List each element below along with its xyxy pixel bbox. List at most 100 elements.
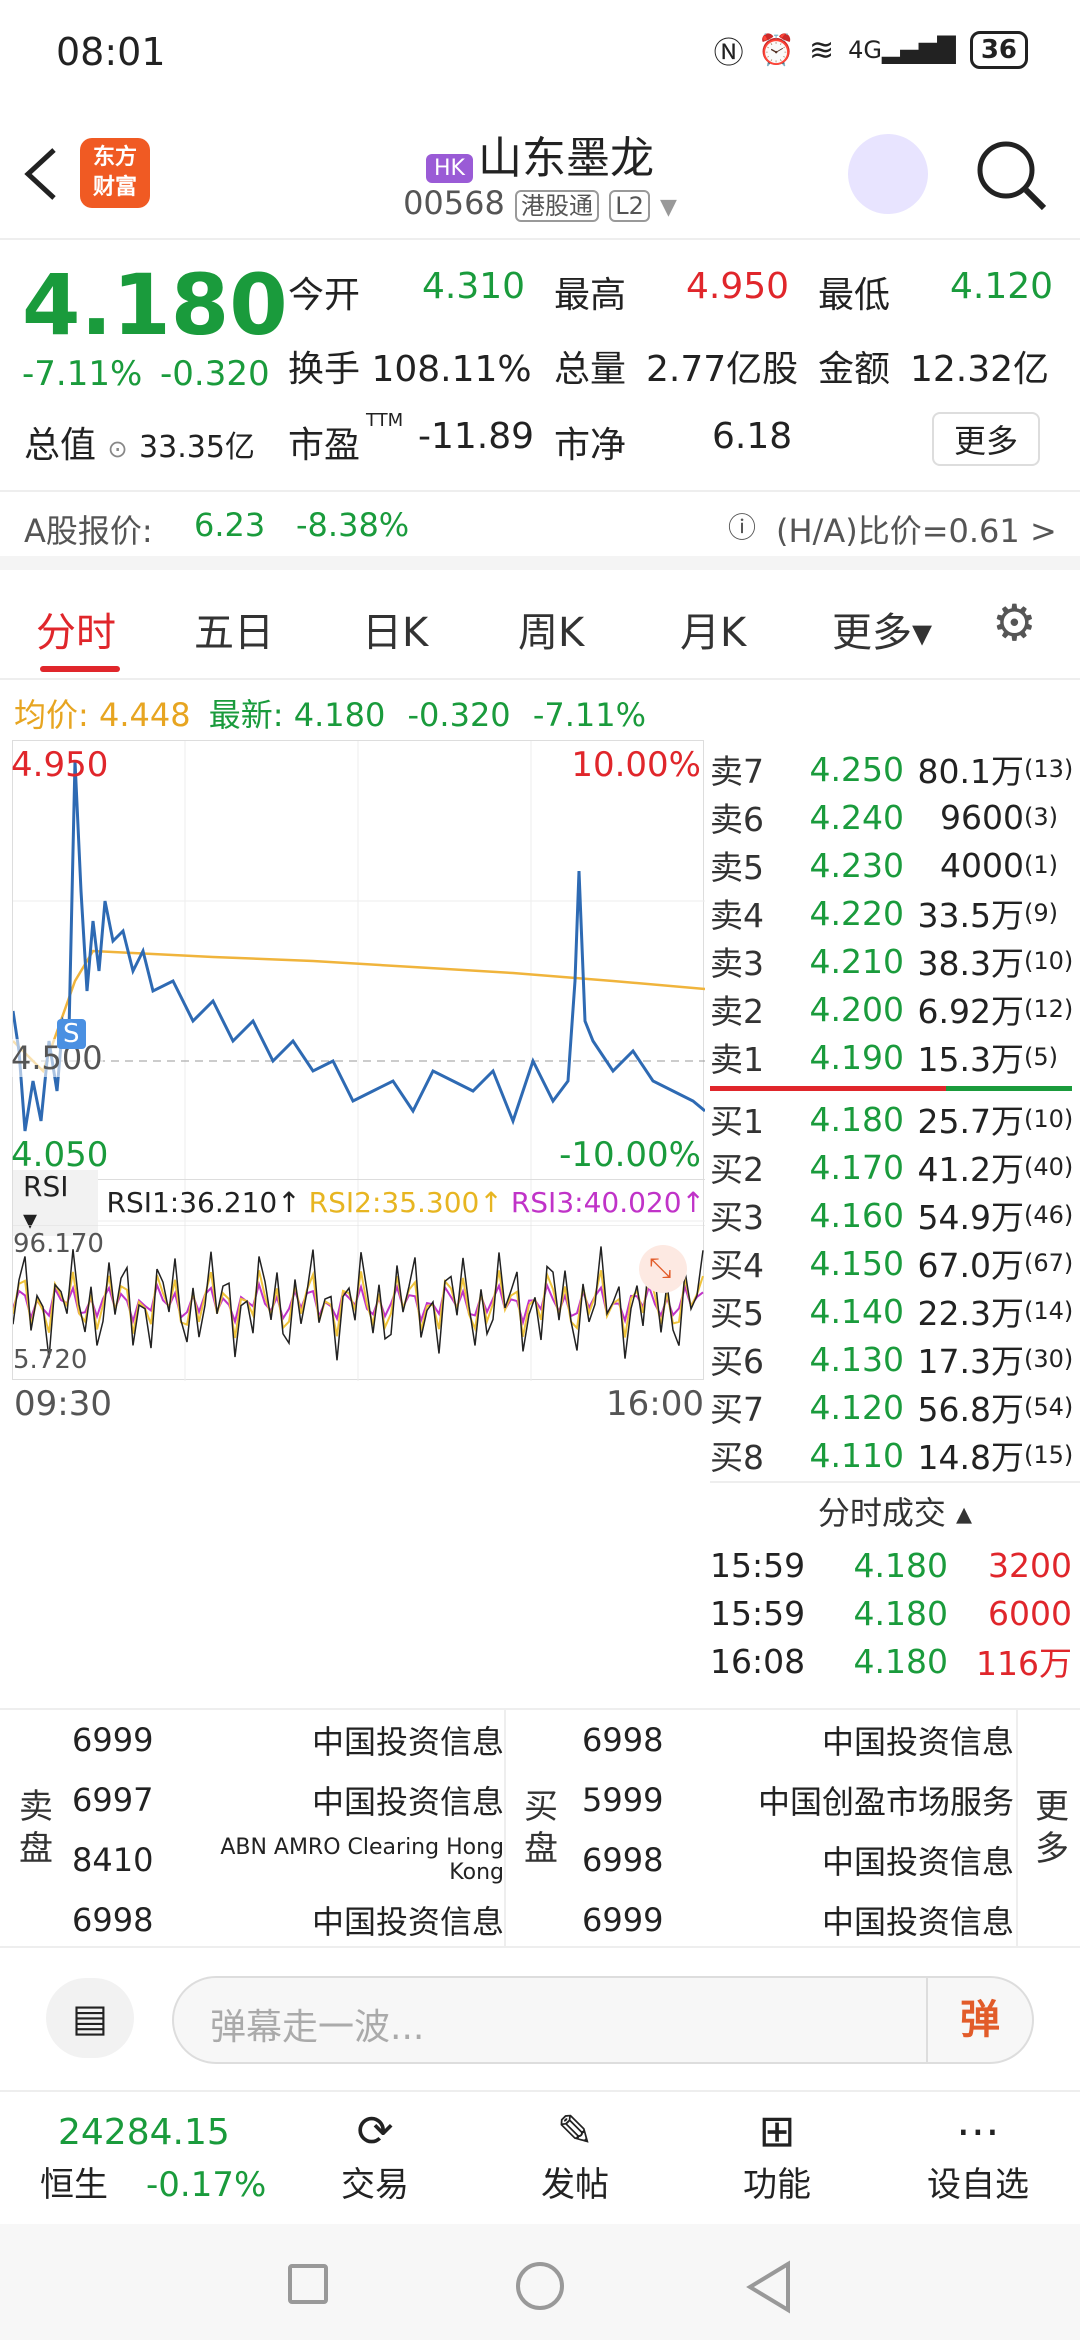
trade-price: 4.180 (853, 1641, 948, 1681)
bid-row[interactable]: 买7 4.120 56.8万 (54) (710, 1383, 1080, 1431)
tab-intraday[interactable]: 分时 (36, 610, 116, 656)
comment-input[interactable]: 弹幕走一波... 弹 (172, 1976, 1034, 2064)
info-icon[interactable]: ⊙ (107, 435, 128, 463)
index-value: 24284.15 (58, 2112, 230, 2153)
ask-volume: 4000 (940, 845, 1024, 885)
search-icon[interactable] (974, 138, 1050, 214)
trades-header[interactable]: 分时成交 ▴ (710, 1481, 1080, 1541)
pe-label: 市盈 (288, 425, 361, 466)
post-label: 发帖 (541, 2165, 609, 2205)
broker-more-button[interactable]: 更多 (1016, 1710, 1080, 1950)
danmaku-button[interactable]: 弹 (926, 1978, 1032, 2062)
trade-row: 15:59 4.180 3200 (710, 1541, 1080, 1589)
ask-count: (10) (1024, 947, 1074, 975)
ask-level: 卖4 (710, 896, 764, 935)
bid-row[interactable]: 买5 4.140 22.3万 (14) (710, 1287, 1080, 1335)
post-button[interactable]: ✎ 发帖 (530, 2106, 620, 2206)
bid-level: 买6 (710, 1342, 764, 1381)
ask-level: 卖5 (710, 848, 764, 887)
open-value: 4.310 (422, 266, 526, 307)
buy-broker-row[interactable]: 6998 中国投资信息 (582, 1710, 1014, 1770)
y-min-label: 4.050 (11, 1135, 109, 1175)
recent-apps-icon[interactable] (288, 2264, 328, 2304)
broker-id: 6999 (582, 1901, 664, 1939)
level-badge[interactable]: L2 (609, 190, 650, 222)
sell-marker[interactable]: S (57, 1019, 86, 1049)
back-icon[interactable] (18, 144, 62, 204)
bid-row[interactable]: 买3 4.160 54.9万 (46) (710, 1191, 1080, 1239)
ask-row[interactable]: 卖6 4.240 9600 (3) (710, 793, 1080, 841)
help-icon[interactable]: ⓘ (728, 511, 757, 544)
broker-name: 中国投资信息 (821, 1723, 1014, 1761)
index-ticker[interactable]: 24284.15 恒生 -0.17% (40, 2112, 266, 2206)
ask-volume: 9600 (940, 797, 1024, 837)
ha-ratio[interactable]: (H/A)比价=0.61 > (776, 512, 1057, 550)
last-price: 4.180 (22, 256, 288, 354)
sell-broker-row[interactable]: 8410 ABN AMRO Clearing Hong Kong (72, 1830, 504, 1890)
expand-icon[interactable]: ⤡ (649, 1251, 672, 1284)
function-button[interactable]: ⊞ 功能 (732, 2106, 822, 2206)
ask-price: 4.250 (809, 749, 904, 789)
buy-broker-row[interactable]: 6999 中国投资信息 (582, 1890, 1014, 1950)
amount-value: 12.32亿 (910, 349, 1050, 390)
tab-weekly[interactable]: 周K (518, 610, 585, 656)
bid-row[interactable]: 买4 4.150 67.0万 (67) (710, 1239, 1080, 1287)
ask-count: (12) (1024, 995, 1074, 1023)
bid-volume: 56.8万 (917, 1390, 1024, 1429)
rsi1-line (13, 1246, 704, 1361)
gear-icon[interactable]: ⚙ (992, 594, 1037, 652)
battery-icon: 36 (969, 31, 1028, 69)
dropdown-icon[interactable]: ▼ (660, 195, 677, 220)
ask-row[interactable]: 卖7 4.250 80.1万 (13) (710, 745, 1080, 793)
a-share-price: 6.23 (194, 506, 266, 544)
stock-name: 山东墨龙 (478, 133, 655, 184)
bid-volume: 67.0万 (917, 1246, 1024, 1285)
pct-max-label: 10.00% (571, 745, 701, 785)
tab-daily[interactable]: 日K (362, 610, 429, 656)
broker-id: 5999 (582, 1781, 664, 1819)
intraday-chart-svg (13, 741, 705, 1381)
add-watchlist-button[interactable]: ⋯ 设自选 (918, 2106, 1038, 2206)
intraday-chart[interactable]: 4.950 10.00% 4.500 4.050 -10.00% S RSI ▾… (11, 740, 705, 1381)
trade-row: 15:59 4.180 6000 (710, 1589, 1080, 1637)
avg-value: 4.448 (98, 696, 191, 734)
ask-row[interactable]: 卖2 4.200 6.92万 (12) (710, 985, 1080, 1033)
tab-monthly[interactable]: 月K (680, 610, 747, 656)
bottom-toolbar: 24284.15 恒生 -0.17% ⟳ 交易 ✎ 发帖 ⊞ 功能 ⋯ 设自选 (0, 2090, 1080, 2224)
ask-row[interactable]: 卖3 4.210 38.3万 (10) (710, 937, 1080, 985)
trade-row: 16:08 4.180 116万 (710, 1637, 1080, 1685)
ask-row[interactable]: 卖1 4.190 15.3万 (5) (710, 1033, 1080, 1081)
bid-row[interactable]: 买8 4.110 14.8万 (15) (710, 1431, 1080, 1479)
trade-price: 4.180 (853, 1545, 948, 1585)
bid-volume: 22.3万 (917, 1294, 1024, 1333)
mcap-label: 总值 (24, 425, 97, 466)
buy-broker-row[interactable]: 5999 中国创盈市场服务 (582, 1770, 1014, 1830)
trade-button[interactable]: ⟳ 交易 (330, 2106, 420, 2206)
buy-broker-row[interactable]: 6998 中国投资信息 (582, 1830, 1014, 1890)
home-icon[interactable] (516, 2262, 564, 2310)
market-badge: HK (425, 154, 473, 183)
broker-id: 8410 (72, 1841, 154, 1879)
tab-more[interactable]: 更多▾ (832, 610, 933, 656)
sell-broker-row[interactable]: 6997 中国投资信息 (72, 1770, 504, 1830)
low-value: 4.120 (950, 266, 1054, 307)
bid-price: 4.170 (809, 1147, 904, 1187)
ask-row[interactable]: 卖5 4.230 4000 (1) (710, 841, 1080, 889)
more-button[interactable]: 更多 (932, 412, 1041, 466)
sell-broker-row[interactable]: 6998 中国投资信息 (72, 1890, 504, 1950)
ask-count: (3) (1024, 803, 1058, 831)
pe-value: -11.89 (418, 416, 535, 457)
bid-row[interactable]: 买2 4.170 41.2万 (40) (710, 1143, 1080, 1191)
trade-icon: ⟳ (356, 2106, 394, 2157)
bid-row[interactable]: 买1 4.180 25.7万 (10) (710, 1095, 1080, 1143)
ask-row[interactable]: 卖4 4.220 33.5万 (9) (710, 889, 1080, 937)
avg-label: 均价: (14, 696, 89, 734)
sell-broker-row[interactable]: 6999 中国投资信息 (72, 1710, 504, 1770)
stock-code: 00568 (403, 184, 505, 222)
tab-5day[interactable]: 五日 (194, 610, 274, 656)
robot-assistant-icon[interactable] (848, 134, 928, 214)
back-nav-icon[interactable] (744, 2260, 794, 2314)
note-icon[interactable]: ▤ (46, 1978, 134, 2058)
bid-count: (10) (1024, 1105, 1074, 1133)
bid-row[interactable]: 买6 4.130 17.3万 (30) (710, 1335, 1080, 1383)
